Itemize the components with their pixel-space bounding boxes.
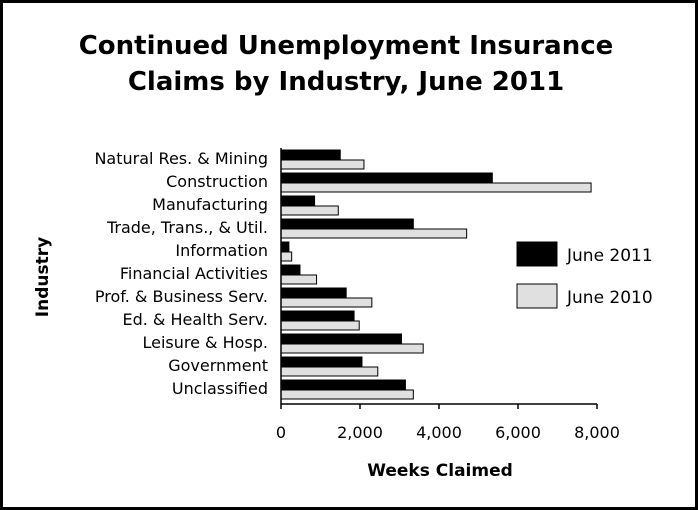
legend-label-june-2010: June 2010: [566, 288, 653, 308]
bar-june-2010-1: [280, 182, 592, 193]
category-label: Leisure & Hosp.: [142, 333, 268, 352]
bar-june-2011-2: [280, 195, 316, 206]
bar-june-2011-9: [280, 356, 363, 367]
bar-june-2010-5: [280, 274, 318, 285]
bar-june-2010-0: [280, 159, 365, 170]
bar-june-2011-4: [280, 241, 290, 252]
bar-june-2010-8: [280, 343, 424, 354]
chart-title-line-2: Claims by Industry, June 2011: [127, 67, 565, 97]
category-label: Manufacturing: [152, 195, 268, 214]
chart-title: Continued Unemployment Insurance Claims …: [0, 28, 692, 100]
category-label: Prof. & Business Serv.: [95, 287, 268, 306]
legend-label-june-2011: June 2011: [566, 246, 653, 266]
y-axis-label: Industry: [33, 237, 53, 317]
x-tick-label: 6,000: [495, 423, 541, 442]
x-axis-label: Weeks Claimed: [367, 461, 513, 481]
x-tick-label: 2,000: [337, 423, 383, 442]
category-label: Unclassified: [172, 379, 268, 398]
category-label: Natural Res. & Mining: [94, 149, 268, 168]
x-tick-label: 8,000: [574, 423, 620, 442]
category-label: Financial Activities: [120, 264, 268, 283]
bar-june-2010-9: [280, 366, 379, 377]
bar-june-2010-2: [280, 205, 339, 216]
legend-swatch-june-2011: [516, 241, 558, 267]
bar-june-2010-6: [280, 297, 373, 308]
bar-june-2010-10: [280, 389, 414, 400]
category-label: Construction: [166, 172, 268, 191]
legend-swatch-june-2010: [516, 283, 558, 309]
legend: June 2011 June 2010: [516, 241, 653, 309]
category-label: Government: [168, 356, 268, 375]
bar-june-2011-6: [280, 287, 347, 298]
bar-june-2011-7: [280, 310, 355, 321]
bar-june-2010-3: [280, 228, 468, 239]
category-label: Ed. & Health Serv.: [122, 310, 268, 329]
category-label: Information: [175, 241, 268, 260]
x-tick-label: 0: [276, 423, 286, 442]
x-tick-labels-group: 0 2,000 4,000 6,000 8,000: [276, 404, 620, 442]
x-tick-label: 4,000: [416, 423, 462, 442]
category-label: Trade, Trans., & Util.: [106, 218, 268, 237]
bar-june-2011-0: [280, 149, 341, 160]
bar-june-2011-1: [280, 172, 493, 183]
bar-june-2011-10: [280, 379, 406, 390]
bar-june-2011-8: [280, 333, 402, 344]
bar-june-2010-7: [280, 320, 360, 331]
chart-title-line-1: Continued Unemployment Insurance: [78, 31, 614, 61]
bar-june-2011-3: [280, 218, 414, 229]
bar-june-2011-5: [280, 264, 301, 275]
category-labels-group: Natural Res. & Mining Construction Manufac…: [94, 149, 268, 398]
bars-group: [280, 149, 592, 400]
bar-june-2010-4: [280, 251, 293, 262]
